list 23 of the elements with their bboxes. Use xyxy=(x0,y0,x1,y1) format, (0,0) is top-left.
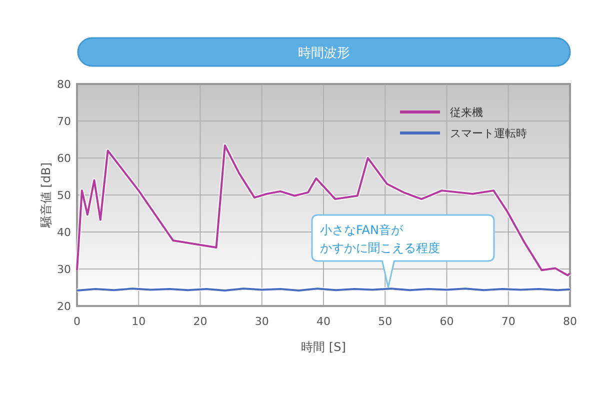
x-tick-label: 50 xyxy=(378,315,392,328)
line-series xyxy=(75,143,572,278)
x-tick-label: 0 xyxy=(74,315,80,328)
chart-title: 時間波形 xyxy=(298,46,350,61)
x-tick-label: 70 xyxy=(501,315,516,328)
x-tick-label: 20 xyxy=(193,315,208,328)
x-tick-label: 40 xyxy=(316,315,330,328)
x-tick-label: 10 xyxy=(132,315,146,328)
y-tick-label: 20 xyxy=(57,300,71,313)
x-tick-label: 80 xyxy=(563,315,577,328)
x-tick-label: 60 xyxy=(440,315,454,328)
y-tick-label: 30 xyxy=(57,263,71,276)
legend-label: 従来機 xyxy=(450,106,483,119)
x-axis-title: 時間 [S] xyxy=(301,340,346,354)
y-tick-label: 60 xyxy=(57,152,71,165)
annotation: 小さなFAN音がかすかに聞こえる程度 xyxy=(320,223,440,255)
x-tick-label: 30 xyxy=(254,315,269,328)
y-tick-label: 40 xyxy=(57,226,71,239)
y-tick-label: 50 xyxy=(57,189,71,202)
y-tick-label: 80 xyxy=(57,78,71,91)
y-axis-title: 騒音値 [dB] xyxy=(39,162,53,229)
legend-label: スマート運転時 xyxy=(450,127,527,140)
y-tick-label: 70 xyxy=(57,115,71,128)
